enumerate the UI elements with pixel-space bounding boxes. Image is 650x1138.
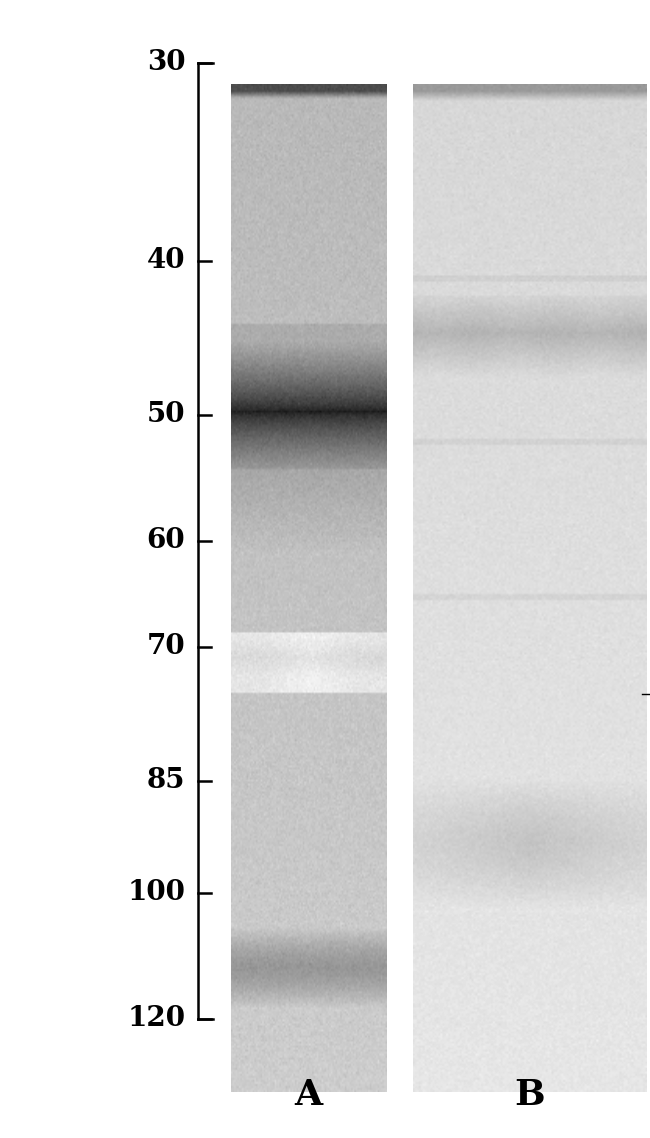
Text: 85: 85: [147, 767, 185, 794]
Text: 120: 120: [127, 1005, 185, 1032]
Text: B: B: [514, 1078, 545, 1112]
Text: 100: 100: [127, 880, 185, 906]
Text: 50: 50: [147, 402, 185, 428]
Text: 30: 30: [147, 49, 185, 76]
Text: 70: 70: [147, 634, 185, 660]
Text: 40: 40: [147, 247, 185, 274]
Text: A: A: [294, 1078, 323, 1112]
Text: 60: 60: [147, 527, 185, 554]
